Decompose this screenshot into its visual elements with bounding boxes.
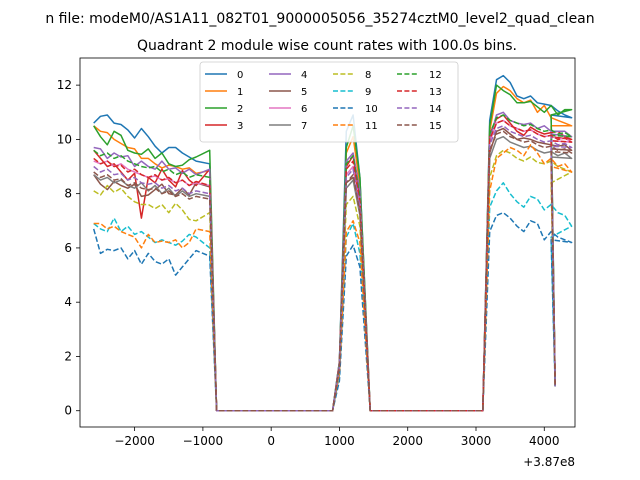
legend-label-0: 0 (237, 70, 243, 81)
chart-title: Quadrant 2 module wise count rates with … (137, 38, 517, 54)
y-tick-label: 6 (64, 241, 72, 255)
legend-label-14: 14 (429, 104, 442, 115)
legend-label-11: 11 (365, 121, 378, 132)
legend-label-9: 9 (365, 87, 371, 98)
legend-label-5: 5 (301, 87, 307, 98)
legend-box (199, 61, 459, 143)
x-axis: −2000 −1000 0 1000 2000 3000 4000 (114, 427, 560, 448)
series-line-14 (93, 125, 573, 412)
y-tick-label: 10 (57, 132, 72, 146)
legend-label-2: 2 (237, 104, 243, 115)
plot-lines (92, 74, 573, 412)
chart-suptitle: n file: modeM0/AS1A11_082T01_9000005056_… (45, 11, 594, 27)
y-tick-label: 8 (64, 187, 72, 201)
legend-label-7: 7 (301, 121, 307, 132)
y-tick-label: 0 (64, 404, 72, 418)
y-tick-label: 2 (64, 349, 72, 363)
x-tick-label: −1000 (183, 434, 224, 448)
legend-label-3: 3 (237, 121, 243, 132)
y-tick-label: 12 (57, 78, 72, 92)
legend-label-12: 12 (429, 70, 442, 81)
x-tick-label: 0 (267, 434, 275, 448)
y-tick-label: 4 (64, 295, 72, 309)
legend-label-10: 10 (365, 104, 378, 115)
legend-label-13: 13 (429, 87, 442, 98)
legend-label-15: 15 (429, 121, 442, 132)
legend-label-4: 4 (301, 70, 307, 81)
series-line-10 (92, 211, 573, 412)
x-tick-label: 1000 (324, 434, 355, 448)
series-line-11 (93, 144, 573, 412)
x-tick-label: 2000 (392, 434, 423, 448)
series-line-15 (93, 130, 573, 412)
legend-label-1: 1 (237, 87, 243, 98)
x-tick-label: 3000 (461, 434, 492, 448)
plot-frame (79, 57, 576, 428)
x-tick-label: 4000 (529, 434, 560, 448)
legend-label-6: 6 (301, 104, 307, 115)
x-tick-label: −2000 (114, 434, 155, 448)
x-offset-label: +3.87e8 (523, 455, 575, 469)
y-axis: 0 2 4 6 8 10 12 (57, 78, 80, 418)
legend-label-8: 8 (365, 70, 371, 81)
